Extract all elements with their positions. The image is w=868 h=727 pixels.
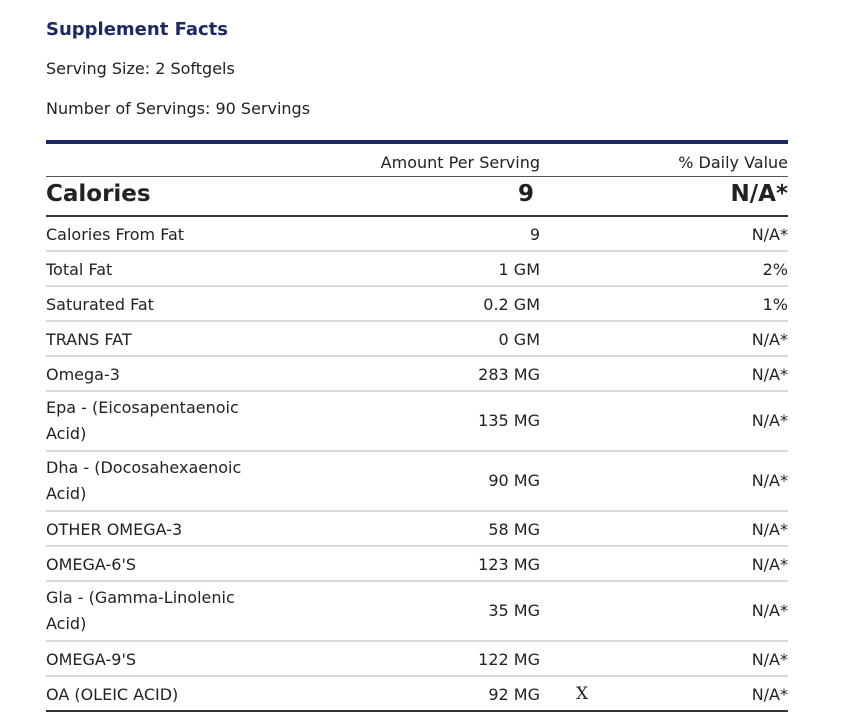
nutrient-amount: 58 MG xyxy=(488,520,540,539)
nutrient-daily-value: N/A* xyxy=(751,601,788,620)
serving-size: Serving Size: 2 Softgels xyxy=(46,59,235,78)
nutrient-name: Calories From Fat xyxy=(46,225,185,244)
nutrient-name: Saturated Fat xyxy=(46,295,154,314)
nutrient-amount: 9 xyxy=(529,225,540,244)
table-row: OA (OLEIC ACID) 92 MG X N/A* xyxy=(46,677,788,712)
nutrient-amount: 135 MG xyxy=(478,411,540,430)
calories-label: Calories xyxy=(46,181,151,207)
nutrient-amount: 90 MG xyxy=(488,471,540,490)
table-row: OTHER OMEGA-3 58 MG N/A* xyxy=(46,512,788,547)
nutrient-name: Dha - (Docosahexaenoic Acid) xyxy=(46,458,242,503)
nutrient-daily-value: N/A* xyxy=(751,225,788,244)
nutrient-name: Omega-3 xyxy=(46,365,120,384)
nutrient-name: Total Fat xyxy=(46,260,113,279)
table-row: Saturated Fat 0.2 GM 1% xyxy=(46,287,788,322)
supplement-facts-table: Amount Per Serving % Daily Value Calorie… xyxy=(46,140,788,712)
number-of-servings: Number of Servings: 90 Servings xyxy=(46,99,311,118)
calories-amount: 9 xyxy=(517,181,534,207)
calories-row: Calories 9 N/A* xyxy=(46,177,788,217)
table-row: OMEGA-6'S 123 MG N/A* xyxy=(46,547,788,582)
table-row: OMEGA-9'S 122 MG N/A* xyxy=(46,642,788,677)
nutrient-amount: 123 MG xyxy=(478,555,540,574)
nutrient-name: OTHER OMEGA-3 xyxy=(46,520,183,539)
nutrient-daily-value: N/A* xyxy=(751,365,788,384)
nutrient-daily-value: 1% xyxy=(762,295,788,314)
table-row: Dha - (Docosahexaenoic Acid) 90 MG N/A* xyxy=(46,452,788,512)
table-row: Omega-3 283 MG N/A* xyxy=(46,357,788,392)
nutrient-daily-value: N/A* xyxy=(751,520,788,539)
page-title: Supplement Facts xyxy=(46,19,228,40)
nutrient-name: OMEGA-6'S xyxy=(46,555,137,574)
nutrient-amount: 0.2 GM xyxy=(483,295,540,314)
nutrient-name: Epa - (Eicosapentaenoic Acid) xyxy=(46,398,239,443)
nutrient-name: OA (OLEIC ACID) xyxy=(46,685,179,704)
nutrient-daily-value: N/A* xyxy=(751,330,788,349)
nutrient-amount: 283 MG xyxy=(478,365,540,384)
nutrient-name: TRANS FAT xyxy=(46,330,132,349)
nutrient-name: Gla - (Gamma-Linolenic Acid) xyxy=(46,588,235,633)
nutrient-daily-value: N/A* xyxy=(751,555,788,574)
header-daily-value: % Daily Value xyxy=(678,153,788,172)
table-header: Amount Per Serving % Daily Value xyxy=(46,144,788,177)
nutrient-amount: 122 MG xyxy=(478,650,540,669)
nutrient-amount: 35 MG xyxy=(488,601,540,620)
nutrient-daily-value: N/A* xyxy=(751,650,788,669)
nutrient-name: OMEGA-9'S xyxy=(46,650,137,669)
calories-daily-value: N/A* xyxy=(730,181,788,207)
table-row: Calories From Fat 9 N/A* xyxy=(46,217,788,252)
nutrient-amount: 0 GM xyxy=(498,330,540,349)
nutrient-daily-value: N/A* xyxy=(751,411,788,430)
header-amount: Amount Per Serving xyxy=(380,153,540,172)
table-row: Epa - (Eicosapentaenoic Acid) 135 MG N/A… xyxy=(46,392,788,452)
table-row: Total Fat 1 GM 2% xyxy=(46,252,788,287)
table-row: Gla - (Gamma-Linolenic Acid) 35 MG N/A* xyxy=(46,582,788,642)
x-mark: X xyxy=(576,684,589,704)
table-row: TRANS FAT 0 GM N/A* xyxy=(46,322,788,357)
nutrient-daily-value: 2% xyxy=(762,260,788,279)
table-top-rule xyxy=(46,140,788,144)
nutrient-daily-value: N/A* xyxy=(751,471,788,490)
nutrient-daily-value: N/A* xyxy=(751,685,788,704)
nutrient-amount: 1 GM xyxy=(498,260,540,279)
nutrient-amount: 92 MG xyxy=(488,685,540,704)
